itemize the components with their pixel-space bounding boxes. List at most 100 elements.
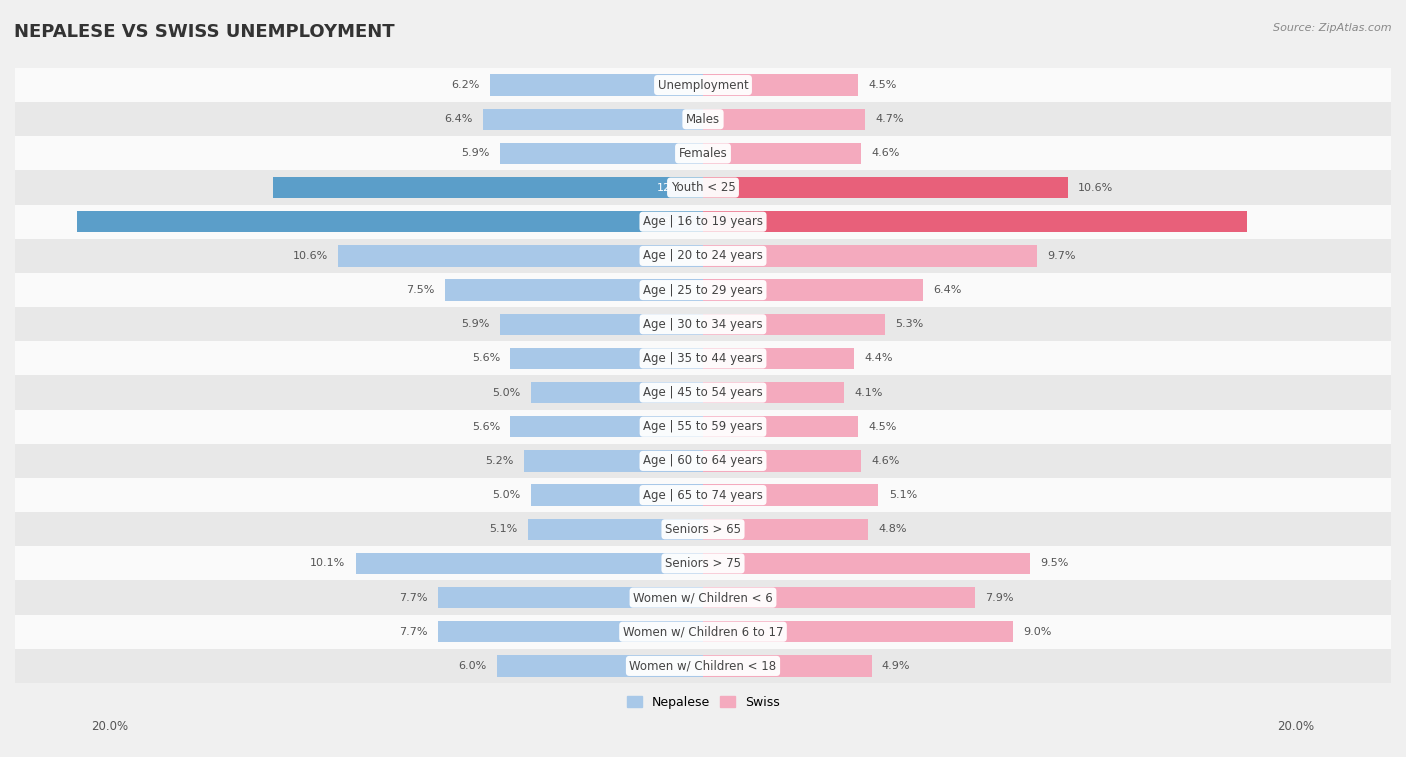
Bar <box>703 621 1012 643</box>
Bar <box>15 307 1391 341</box>
Text: Males: Males <box>686 113 720 126</box>
Text: 5.6%: 5.6% <box>472 422 501 431</box>
Bar <box>510 347 703 369</box>
Bar <box>15 204 1391 238</box>
Bar <box>15 170 1391 204</box>
Bar <box>703 143 862 164</box>
Text: Age | 35 to 44 years: Age | 35 to 44 years <box>643 352 763 365</box>
Text: 9.0%: 9.0% <box>1024 627 1052 637</box>
Bar <box>15 68 1391 102</box>
Text: 20.0%: 20.0% <box>91 720 128 733</box>
Bar <box>15 375 1391 410</box>
Bar <box>15 478 1391 512</box>
Text: 7.7%: 7.7% <box>399 593 427 603</box>
Bar <box>703 211 1247 232</box>
Text: Age | 55 to 59 years: Age | 55 to 59 years <box>643 420 763 433</box>
Bar <box>510 416 703 438</box>
Bar <box>524 450 703 472</box>
Text: Women w/ Children 6 to 17: Women w/ Children 6 to 17 <box>623 625 783 638</box>
Bar <box>531 382 703 403</box>
Text: 4.4%: 4.4% <box>865 354 893 363</box>
Text: 5.0%: 5.0% <box>492 490 520 500</box>
Bar <box>439 587 703 608</box>
Bar <box>703 553 1029 574</box>
Text: 5.1%: 5.1% <box>489 525 517 534</box>
Bar <box>703 484 879 506</box>
Bar <box>501 143 703 164</box>
Text: Age | 60 to 64 years: Age | 60 to 64 years <box>643 454 763 467</box>
Text: 9.7%: 9.7% <box>1047 251 1076 261</box>
Bar <box>482 109 703 130</box>
Text: 5.1%: 5.1% <box>889 490 917 500</box>
Bar <box>15 136 1391 170</box>
Bar <box>489 74 703 95</box>
Bar <box>531 484 703 506</box>
Bar <box>15 238 1391 273</box>
Text: 5.9%: 5.9% <box>461 319 489 329</box>
Bar <box>15 410 1391 444</box>
Text: 10.6%: 10.6% <box>292 251 328 261</box>
Text: Age | 16 to 19 years: Age | 16 to 19 years <box>643 215 763 229</box>
Bar <box>703 416 858 438</box>
Text: 5.2%: 5.2% <box>485 456 513 466</box>
Text: 7.5%: 7.5% <box>406 285 434 295</box>
Text: 4.9%: 4.9% <box>882 661 910 671</box>
Bar <box>703 279 924 301</box>
Bar <box>15 581 1391 615</box>
Text: 4.1%: 4.1% <box>855 388 883 397</box>
Text: 4.5%: 4.5% <box>868 80 897 90</box>
Text: Age | 25 to 29 years: Age | 25 to 29 years <box>643 284 763 297</box>
Text: 10.1%: 10.1% <box>309 559 346 569</box>
Text: 6.4%: 6.4% <box>934 285 962 295</box>
Bar <box>15 512 1391 547</box>
Text: 20.0%: 20.0% <box>1278 720 1315 733</box>
Bar <box>703 177 1067 198</box>
Bar <box>703 587 974 608</box>
Text: 5.0%: 5.0% <box>492 388 520 397</box>
Text: 7.7%: 7.7% <box>399 627 427 637</box>
Bar <box>703 656 872 677</box>
Bar <box>15 547 1391 581</box>
Bar <box>446 279 703 301</box>
Bar <box>703 519 868 540</box>
Text: 5.6%: 5.6% <box>472 354 501 363</box>
Text: Women w/ Children < 6: Women w/ Children < 6 <box>633 591 773 604</box>
Legend: Nepalese, Swiss: Nepalese, Swiss <box>621 690 785 714</box>
Text: 4.8%: 4.8% <box>879 525 907 534</box>
Bar <box>703 382 844 403</box>
Bar <box>77 211 703 232</box>
Bar <box>703 347 855 369</box>
Text: Unemployment: Unemployment <box>658 79 748 92</box>
Text: 4.7%: 4.7% <box>875 114 904 124</box>
Text: Source: ZipAtlas.com: Source: ZipAtlas.com <box>1274 23 1392 33</box>
Bar <box>15 341 1391 375</box>
Bar <box>15 649 1391 683</box>
Text: Seniors > 65: Seniors > 65 <box>665 523 741 536</box>
Text: 5.3%: 5.3% <box>896 319 924 329</box>
Bar <box>527 519 703 540</box>
Text: Age | 45 to 54 years: Age | 45 to 54 years <box>643 386 763 399</box>
Text: 6.2%: 6.2% <box>451 80 479 90</box>
Text: 6.4%: 6.4% <box>444 114 472 124</box>
Text: Women w/ Children < 18: Women w/ Children < 18 <box>630 659 776 672</box>
Bar <box>703 109 865 130</box>
Text: 4.6%: 4.6% <box>872 148 900 158</box>
Text: Age | 65 to 74 years: Age | 65 to 74 years <box>643 488 763 502</box>
Bar <box>703 313 886 335</box>
Text: NEPALESE VS SWISS UNEMPLOYMENT: NEPALESE VS SWISS UNEMPLOYMENT <box>14 23 395 41</box>
Text: 6.0%: 6.0% <box>458 661 486 671</box>
Bar <box>356 553 703 574</box>
Bar <box>339 245 703 266</box>
Text: 4.6%: 4.6% <box>872 456 900 466</box>
Bar <box>703 450 862 472</box>
Bar <box>15 273 1391 307</box>
Bar <box>15 444 1391 478</box>
Text: 9.5%: 9.5% <box>1040 559 1069 569</box>
Bar <box>703 245 1036 266</box>
Bar <box>501 313 703 335</box>
Text: 12.5%: 12.5% <box>657 182 693 192</box>
Bar <box>703 74 858 95</box>
Bar <box>496 656 703 677</box>
Text: Youth < 25: Youth < 25 <box>671 181 735 194</box>
Text: 7.9%: 7.9% <box>986 593 1014 603</box>
